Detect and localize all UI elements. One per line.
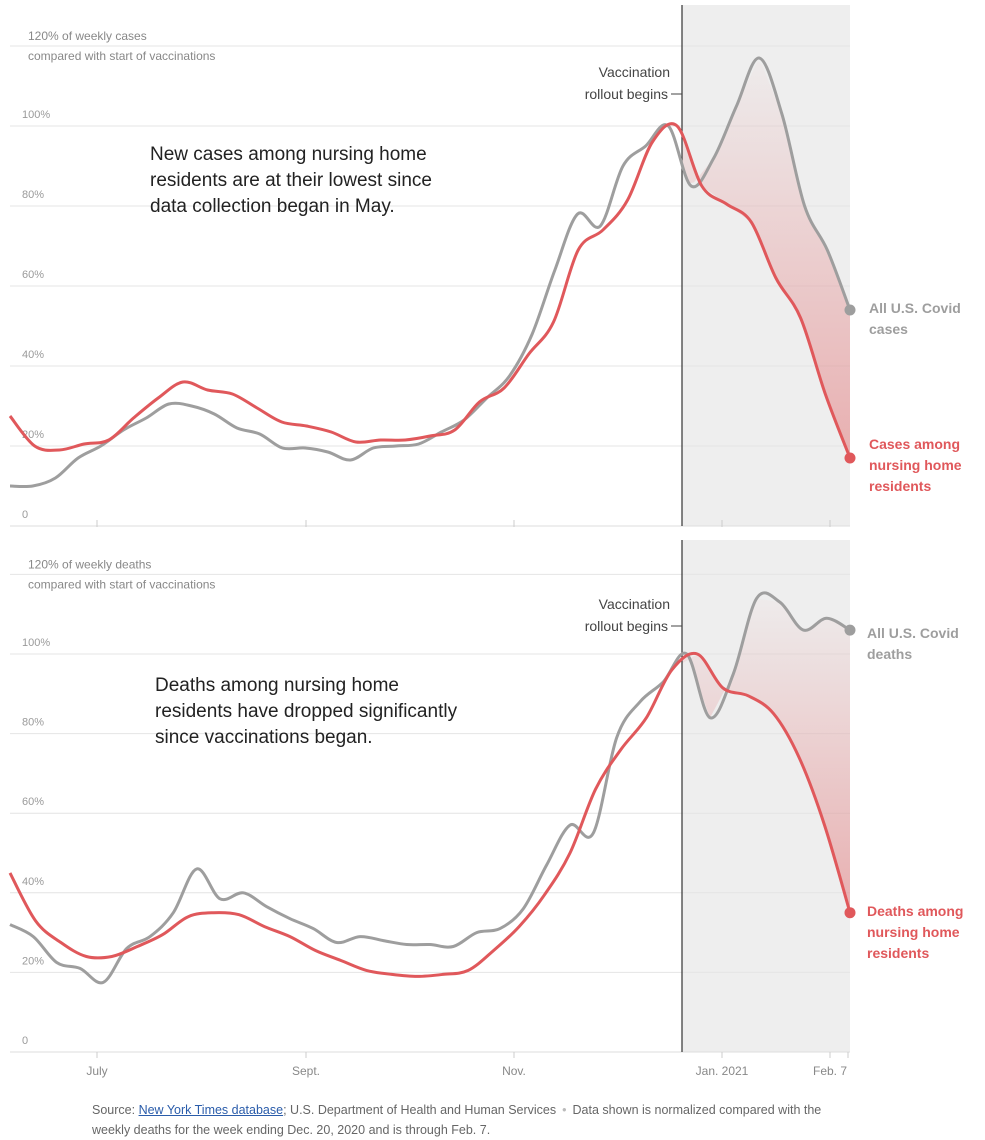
- series-us-line: [9, 591, 851, 985]
- source-prefix: Source:: [92, 1103, 139, 1117]
- series-us-line: [9, 56, 852, 489]
- series-nursing-home-end-label: residents: [867, 945, 929, 961]
- vaccination-label: rollout begins: [585, 618, 668, 634]
- series-nursing-home-end-point: [844, 452, 856, 464]
- x-tick-label: July: [86, 1064, 107, 1078]
- annotation-line: Deaths among nursing home: [155, 675, 399, 696]
- series-nursing-home-end-label: nursing home: [869, 457, 962, 473]
- series-us-end-label: All U.S. Covid: [867, 625, 959, 641]
- y-axis-subtitle: compared with start of vaccinations: [28, 577, 215, 591]
- cases-chart-panel: 020%40%60%80%100%120% of weekly casescom…: [8, 5, 962, 527]
- decline-gap-area: [682, 60, 850, 458]
- y-tick-label: 40%: [22, 349, 44, 361]
- x-tick-label: Feb. 7: [813, 1064, 847, 1078]
- y-tick-label: 100%: [22, 109, 50, 121]
- source-text-2: Data shown is normalized compared with t…: [92, 1103, 822, 1137]
- y-tick-label: 20%: [22, 955, 44, 967]
- y-tick-label: 60%: [22, 269, 44, 281]
- series-us-end-point: [844, 304, 856, 316]
- x-tick-label: Sept.: [292, 1064, 320, 1078]
- y-tick-label: 40%: [22, 876, 44, 888]
- series-nursing-home-end-label: Cases among: [869, 436, 960, 452]
- x-tick-label: Jan. 2021: [696, 1064, 749, 1078]
- decline-gap-area: [682, 598, 850, 913]
- annotation-line: residents are at their lowest since: [150, 170, 432, 191]
- source-text-1: ; U.S. Department of Health and Human Se…: [283, 1103, 557, 1117]
- series-nursing-home-end-label: Deaths among: [867, 903, 963, 919]
- y-axis-title: 120% of weekly deaths: [28, 557, 151, 571]
- source-note: Source: New York Times database; U.S. De…: [92, 1100, 852, 1140]
- series-nursing-home-line: [8, 122, 852, 459]
- series-nursing-home-end-label: nursing home: [867, 924, 960, 940]
- annotation-line: data collection began in May.: [150, 196, 395, 217]
- y-axis-subtitle: compared with start of vaccinations: [28, 49, 215, 63]
- y-tick-label: 60%: [22, 796, 44, 808]
- vaccination-label: Vaccination: [599, 596, 670, 612]
- deaths-chart-panel: 0 20% 40% 60% 80% 100% 120% of weekly deaths co…: [8, 540, 963, 1053]
- annotation-line: residents have dropped significantly: [155, 701, 458, 722]
- y-tick-label: 0: [22, 1035, 28, 1047]
- series-nursing-home-end-point: [844, 907, 856, 919]
- vaccination-label: Vaccination: [599, 64, 670, 80]
- x-tick-label: Nov.: [502, 1064, 526, 1078]
- series-nursing-home-line: [8, 651, 852, 978]
- source-link[interactable]: New York Times database: [138, 1103, 284, 1117]
- y-tick-label: 100%: [22, 637, 50, 649]
- y-tick-label: 80%: [22, 717, 44, 729]
- x-axis: July Sept. Nov. Jan. 2021 Feb. 7: [86, 520, 849, 1078]
- series-us-end-label: cases: [869, 321, 908, 337]
- series-us-end-label: deaths: [867, 646, 912, 662]
- series-us-end-point: [844, 624, 856, 636]
- annotation-line: since vaccinations began.: [155, 727, 373, 748]
- chart-figure: 0 20% 40% 60% 80% 100% 120% of weekly cases com…: [8, 5, 963, 1078]
- y-tick-label: 80%: [22, 189, 44, 201]
- source-separator: •: [562, 1103, 567, 1117]
- y-tick-label: 0: [22, 509, 28, 521]
- y-axis-title: 120% of weekly cases: [28, 29, 147, 43]
- annotation-line: New cases among nursing home: [150, 144, 427, 165]
- vaccination-label: rollout begins: [585, 86, 668, 102]
- series-nursing-home-end-label: residents: [869, 478, 931, 494]
- series-us-end-label: All U.S. Covid: [869, 300, 961, 316]
